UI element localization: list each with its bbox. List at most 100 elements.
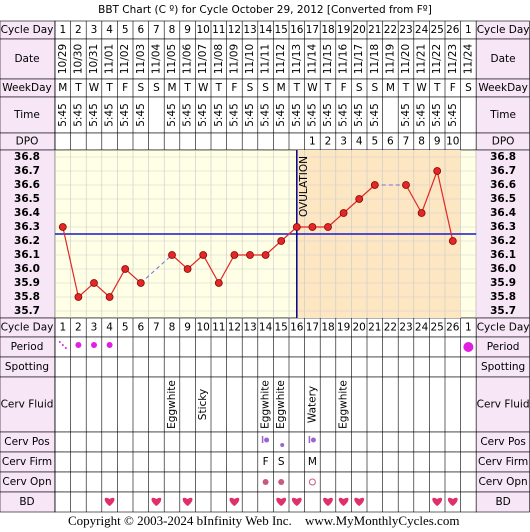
cycle-day: 6 <box>137 24 144 36</box>
y-tick-label-right: 35.8 <box>490 291 516 303</box>
date: 10/31 <box>88 44 100 74</box>
cerv-fluid: Eggwhite <box>275 380 287 429</box>
weekday: M <box>277 82 286 94</box>
bd-heart <box>104 497 115 506</box>
row-cell <box>54 38 477 80</box>
time: 5:45 <box>416 103 428 127</box>
temperature-point <box>246 251 254 259</box>
cycle-day: 23 <box>399 322 412 334</box>
row-label-right: WeekDay <box>478 82 528 94</box>
time: 5:45 <box>182 103 194 127</box>
row-label-right: Cycle Day <box>477 322 530 334</box>
y-tick-label-right: 35.9 <box>490 277 516 289</box>
date: 11/09 <box>228 44 240 74</box>
row-label: Spotting <box>5 361 49 373</box>
cycle-day: 3 <box>91 24 98 36</box>
weekday: T <box>324 82 332 94</box>
row-label-right: Time <box>489 109 516 121</box>
period-light <box>61 344 64 346</box>
time: 5:45 <box>322 103 334 127</box>
y-tick-label-right: 36.5 <box>490 193 516 205</box>
time: 5:45 <box>369 103 381 127</box>
time: 5:45 <box>197 103 209 127</box>
time: 5:45 <box>244 103 256 127</box>
cycle-day: 24 <box>415 24 429 36</box>
weekday: S <box>247 82 254 94</box>
weekday: S <box>137 82 144 94</box>
time: 5:45 <box>213 103 225 127</box>
temperature-point <box>74 293 83 301</box>
cycle-day: 22 <box>384 24 397 36</box>
cycle-day: 11 <box>212 24 225 36</box>
temperature-point <box>261 251 270 259</box>
row-label-right: Cerv Opn <box>478 476 527 488</box>
dpo: 6 <box>387 136 394 148</box>
cycle-day: 15 <box>275 24 288 36</box>
cycle-day: 5 <box>122 24 129 36</box>
row-label: DPO <box>16 136 39 148</box>
weekday: M <box>386 82 395 94</box>
temperature-point <box>58 223 67 231</box>
weekday: T <box>402 82 410 94</box>
y-tick-label: 36.6 <box>14 179 40 191</box>
cerv-firm: M <box>308 456 317 468</box>
y-tick-label-right: 35.7 <box>490 305 516 317</box>
cycle-day: 21 <box>368 322 381 334</box>
date: 11/22 <box>431 44 443 74</box>
period-light <box>58 341 61 343</box>
temperature-point <box>168 251 176 259</box>
weekday: T <box>74 82 82 94</box>
bd-heart <box>276 497 287 506</box>
row-label: WeekDay <box>2 82 52 94</box>
row-cell <box>54 336 477 358</box>
cycle-day: 24 <box>415 322 429 334</box>
weekday: S <box>465 82 472 94</box>
cycle-day: 13 <box>243 24 256 36</box>
cerv-pos-dot <box>310 437 316 443</box>
cycle-day: 12 <box>228 24 241 36</box>
weekday: W <box>307 82 318 94</box>
temperature-point <box>433 167 442 175</box>
cycle-day: 9 <box>184 322 191 334</box>
weekday: T <box>215 82 223 94</box>
row-label: Cerv Pos <box>4 436 50 448</box>
weekday: S <box>371 82 378 94</box>
y-tick-label: 35.8 <box>14 291 40 303</box>
bd-heart <box>432 497 443 506</box>
temperature-line <box>405 168 454 242</box>
cycle-day: 20 <box>353 24 366 36</box>
weekday: S <box>356 82 363 94</box>
cycle-day: 15 <box>275 322 288 334</box>
row-label-right: DPO <box>492 136 515 148</box>
y-tick-label: 35.7 <box>14 305 40 317</box>
dpo: 8 <box>418 136 425 148</box>
time: 5:45 <box>431 103 443 127</box>
time: 5:45 <box>260 103 272 127</box>
weekday: W <box>416 82 427 94</box>
time: 5:45 <box>338 103 350 127</box>
cerv-opn-dot <box>308 478 316 486</box>
cerv-firm: F <box>263 456 269 468</box>
row-label-cell <box>0 38 56 80</box>
row-label-right: BD <box>495 496 510 508</box>
time: 5:45 <box>104 103 116 127</box>
bd-heart <box>291 497 302 506</box>
period-heavy <box>463 342 474 352</box>
dpo: 3 <box>340 136 347 148</box>
cycle-day: 13 <box>243 322 256 334</box>
cerv-fluid: Watery <box>306 386 318 423</box>
cycle-day: 4 <box>106 24 113 36</box>
row-label-right: Period <box>487 341 520 353</box>
y-tick-label-right: 36.0 <box>490 263 516 275</box>
row-label: BD <box>19 496 34 508</box>
cycle-day: 1 <box>465 24 472 36</box>
weekday: S <box>153 82 160 94</box>
cycle-day: 17 <box>306 24 319 36</box>
cycle-day: 10 <box>197 322 210 334</box>
row-label-cell <box>475 376 530 433</box>
date: 11/02 <box>119 44 131 74</box>
time: 5:45 <box>166 103 178 127</box>
row-cell <box>54 356 477 378</box>
cycle-day: 21 <box>368 24 381 36</box>
